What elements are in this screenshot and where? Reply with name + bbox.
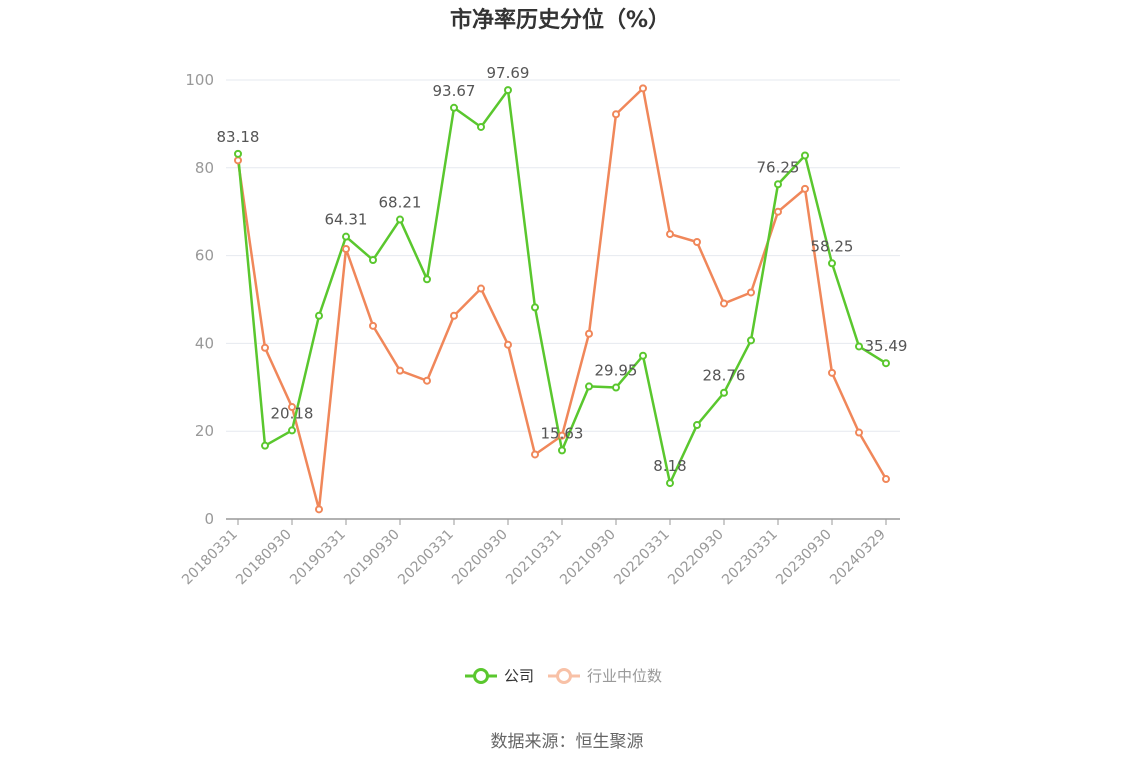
data-point [234,149,242,158]
data-point [342,232,350,241]
data-label: 97.69 [487,64,530,82]
x-tick-label: 20230930 [773,527,835,589]
x-tick-label: 20210331 [503,527,565,589]
grid-lines [226,79,900,432]
x-tick-label: 20190930 [341,527,403,589]
x-tick-label: 20220331 [611,527,673,589]
data-label: 58.25 [811,237,854,255]
data-point [369,321,377,330]
data-label: 83.18 [217,128,260,146]
data-label: 68.21 [379,194,422,212]
data-point [720,299,728,308]
y-tick-label: 100 [185,71,214,89]
data-point [720,388,728,397]
y-tick-label: 20 [195,422,214,440]
data-point [828,259,836,268]
data-point [315,505,323,514]
data-label: 64.31 [325,211,368,229]
x-tick-label: 20190331 [287,527,349,589]
y-tick-label: 0 [204,510,214,528]
x-tick-label: 20200331 [395,527,457,589]
data-point [639,351,647,360]
data-point [504,86,512,95]
data-point [261,441,269,450]
data-point [477,122,485,131]
legend-item-label[interactable]: 行业中位数 [587,667,662,685]
data-point [801,151,809,160]
data-point [666,479,674,488]
data-source-note: 数据来源：恒生聚源 [491,732,644,752]
legend-swatch-marker [473,668,489,684]
data-point [585,329,593,338]
y-tick-label: 40 [195,334,214,352]
x-tick-label: 20210930 [557,527,619,589]
data-point [612,110,620,119]
data-point [747,336,755,345]
data-point [882,475,890,484]
data-point [234,156,242,165]
legend: 公司 行业中位数 [465,667,662,685]
y-axis: 0 20 40 60 80 100 [185,71,214,528]
data-point [774,207,782,216]
data-point [396,215,404,224]
data-point [423,275,431,284]
x-axis: 2018033120180930201903312019093020200331… [179,518,900,589]
x-tick-label: 20200930 [449,527,511,589]
data-point [504,340,512,349]
data-point [423,376,431,385]
data-point [855,428,863,437]
series-points [234,84,890,514]
data-point [747,288,755,297]
data-point [828,368,836,377]
data-point [585,382,593,391]
x-tick-label: 20240329 [827,527,889,589]
data-point [261,343,269,352]
legend-swatch-marker [556,668,572,684]
series-lines [236,87,888,511]
data-label: 20.18 [271,404,314,422]
data-point [531,303,539,312]
data-point [855,342,863,351]
legend-item-label[interactable]: 公司 [504,667,534,685]
data-point [315,311,323,320]
data-point [666,230,674,239]
x-tick-label: 20230331 [719,527,781,589]
data-point [693,421,701,430]
data-point [612,383,620,392]
data-point [450,311,458,320]
y-tick-label: 80 [195,159,214,177]
data-point [774,180,782,189]
data-point [396,366,404,375]
data-point [288,426,296,435]
x-tick-label: 20220930 [665,527,727,589]
data-label: 15.63 [541,424,584,442]
data-label: 28.76 [703,367,746,385]
data-label: 76.25 [757,158,800,176]
data-point [558,431,566,440]
data-point [693,237,701,246]
data-label: 93.67 [433,82,476,100]
y-tick-label: 60 [195,247,214,265]
data-labels: 83.18 20.18 64.31 68.21 93.67 97.69 15.63 29.95… [217,64,908,475]
data-label: 35.49 [865,337,908,355]
data-point [558,446,566,455]
data-point [288,403,296,412]
data-point [639,84,647,93]
x-tick-label: 20180930 [233,527,295,589]
chart-title: 市净率历史分位（%） [450,7,670,33]
data-point [369,255,377,264]
data-label: 29.95 [595,362,638,380]
data-point [450,103,458,112]
data-point [477,284,485,293]
data-point [531,450,539,459]
data-point [882,359,890,368]
data-label: 8.18 [653,457,686,475]
x-tick-label: 20180331 [179,527,241,589]
data-point [801,184,809,193]
data-point [342,245,350,254]
